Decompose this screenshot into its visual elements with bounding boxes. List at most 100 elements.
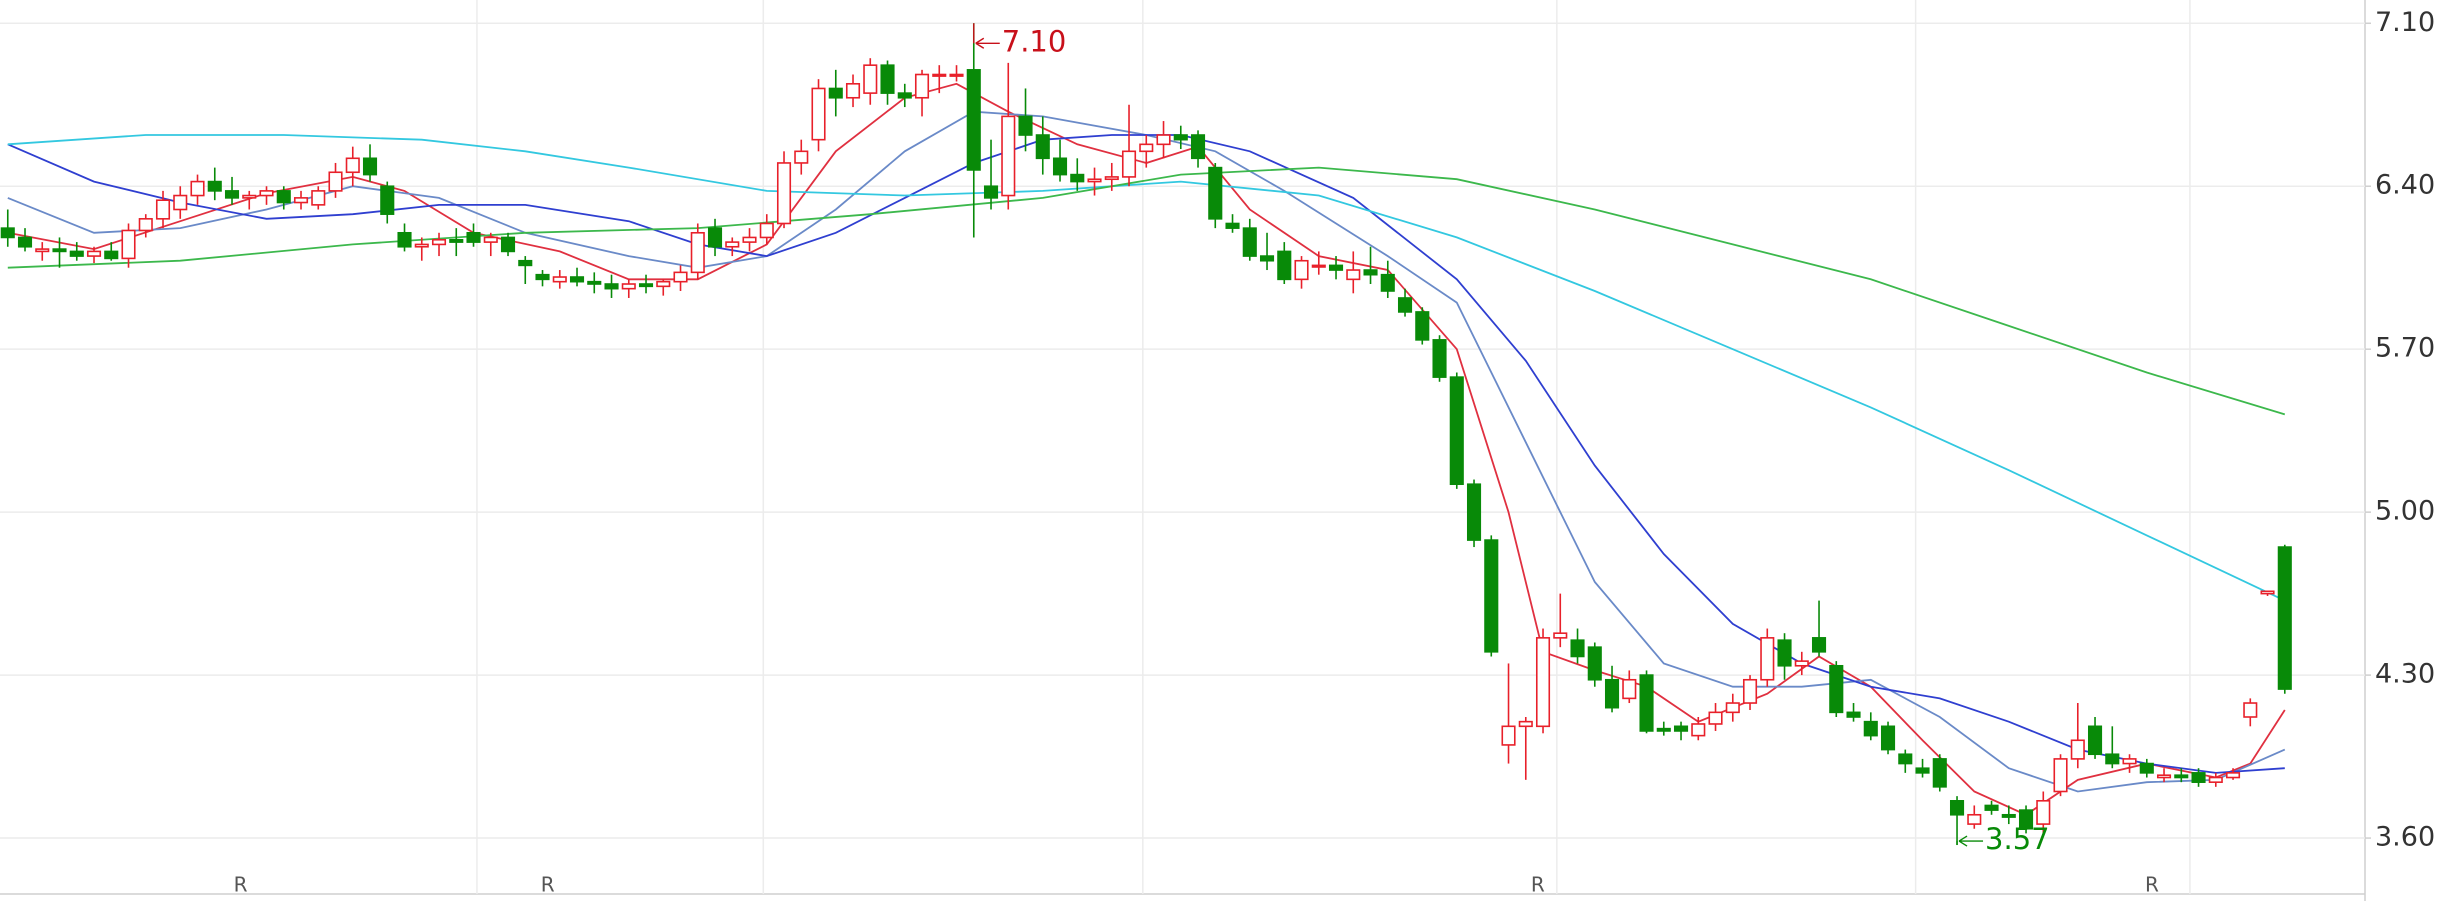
candle-body xyxy=(1518,720,1533,728)
candle-body xyxy=(1001,115,1016,197)
y-tick-label: 7.10 xyxy=(2375,7,2435,38)
candle-body xyxy=(1070,173,1085,183)
candle-body xyxy=(311,190,326,206)
candle-body xyxy=(2122,758,2137,765)
candle-body xyxy=(1035,134,1050,160)
candle-body xyxy=(1949,800,1965,816)
candle-body xyxy=(2208,776,2223,783)
candle-body xyxy=(518,259,533,267)
annotation-label: 7.10 xyxy=(1002,24,1067,58)
marker-label: R xyxy=(234,873,248,897)
candle-body xyxy=(2001,813,2016,818)
y-tick-label: 5.70 xyxy=(2375,333,2435,364)
candle-body xyxy=(328,171,343,192)
candle-body xyxy=(690,231,705,274)
candle-body xyxy=(1984,804,1999,811)
candle-body xyxy=(2139,762,2154,774)
candle-body xyxy=(466,231,481,243)
candle-body xyxy=(1967,813,1982,825)
candle-body xyxy=(914,73,930,99)
candle-body xyxy=(1449,376,1464,486)
candle-body xyxy=(1898,753,1913,765)
candle-body xyxy=(1363,269,1378,276)
candle-body xyxy=(1052,157,1068,176)
annotation-arrow xyxy=(1956,835,1984,847)
y-tick-label: 5.00 xyxy=(2375,496,2435,527)
candle-body xyxy=(2070,739,2085,760)
candle-body xyxy=(1484,539,1499,653)
candle-body xyxy=(725,241,740,248)
candle-body xyxy=(1466,483,1482,541)
candle-body xyxy=(173,194,188,211)
candle-body xyxy=(1121,150,1137,178)
candle-body xyxy=(794,150,809,164)
candle-body xyxy=(0,227,15,239)
candle-body xyxy=(707,227,723,248)
candle-body xyxy=(17,236,33,248)
candle-body xyxy=(1656,727,1671,732)
candle-body xyxy=(759,222,774,239)
candle-body xyxy=(811,87,826,141)
candle-body xyxy=(380,185,395,215)
candle-body xyxy=(1397,297,1413,313)
candle-body xyxy=(2191,772,2206,783)
candle-body xyxy=(1708,711,1723,725)
candle-body xyxy=(52,248,67,253)
candle-body xyxy=(2105,753,2120,765)
candle-body xyxy=(1139,143,1154,153)
candle-body xyxy=(535,273,550,281)
candle-body xyxy=(552,276,567,283)
candle-body xyxy=(1760,637,1775,681)
candle-body xyxy=(1622,678,1637,700)
annotation-arrow xyxy=(973,23,1000,49)
candle-body xyxy=(1432,339,1447,378)
candle-body xyxy=(949,73,964,77)
candle-body xyxy=(35,248,50,253)
candle-body xyxy=(1794,660,1809,667)
candle-body xyxy=(1604,678,1620,709)
candle-body xyxy=(1294,259,1309,281)
candle-body xyxy=(259,190,274,197)
candle-body xyxy=(1311,264,1326,268)
candle-body xyxy=(1932,758,1947,788)
candle-body xyxy=(1777,639,1792,667)
candle-body xyxy=(863,64,878,94)
candle-body xyxy=(1018,115,1033,136)
candle-body xyxy=(932,73,947,77)
candle-body xyxy=(621,283,636,290)
candle-body xyxy=(604,283,619,290)
candle-body xyxy=(1328,264,1344,271)
candle-body xyxy=(1415,311,1430,341)
candle-body xyxy=(449,238,464,243)
candle-body xyxy=(207,180,222,192)
marker-label: R xyxy=(1531,873,1545,897)
candle-body xyxy=(845,83,861,99)
candle-body xyxy=(1225,222,1240,229)
candle-body xyxy=(776,162,792,225)
candle-body xyxy=(138,218,153,232)
candle-body xyxy=(1915,767,1930,774)
candle-body xyxy=(2018,809,2034,830)
candle-body xyxy=(190,180,205,197)
y-tick-label: 3.60 xyxy=(2375,822,2435,853)
candle-body xyxy=(2225,772,2241,779)
candle-body xyxy=(431,238,447,246)
candle-body xyxy=(104,250,119,260)
candle-body xyxy=(1863,720,1878,737)
candle-body xyxy=(1587,646,1602,681)
candle-body xyxy=(483,236,498,243)
candle-body xyxy=(2260,590,2275,595)
candle-body xyxy=(1846,711,1861,718)
candle-body xyxy=(1570,639,1585,658)
candle-body xyxy=(242,194,257,199)
candle-body xyxy=(1880,725,1896,751)
candle-body xyxy=(880,64,895,94)
candle-body xyxy=(1535,637,1551,728)
candle-body xyxy=(276,190,291,204)
candle-body xyxy=(121,229,136,260)
candle-body xyxy=(1346,269,1361,281)
annotation-label: 3.57 xyxy=(1985,822,2050,856)
